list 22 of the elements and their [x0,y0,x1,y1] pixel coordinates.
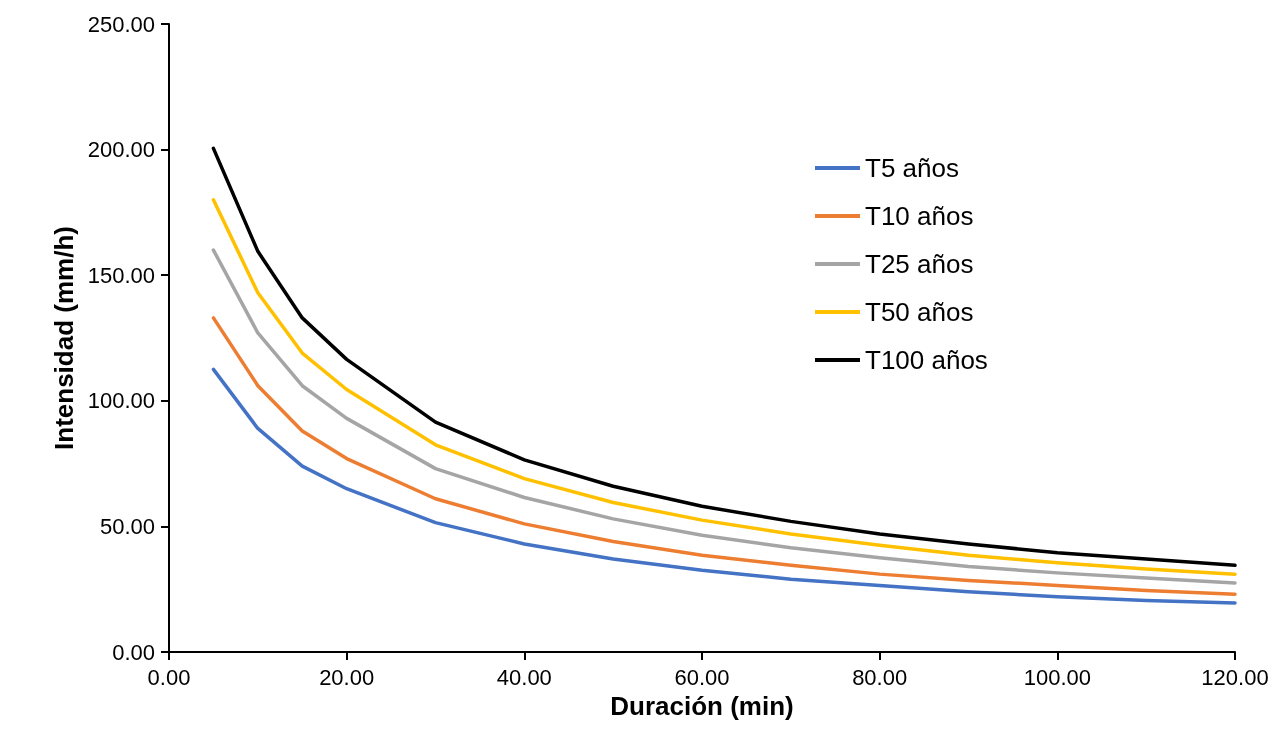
y-tick-label: 150.00 [87,262,155,288]
x-tick-label: 80.00 [852,664,908,690]
y-tick-label: 250.00 [87,11,155,37]
y-tick-label: 0.00 [112,639,155,665]
x-tick-label: 0.00 [147,664,191,690]
legend-label: T5 años [865,153,959,183]
legend-label: T10 años [865,201,974,231]
x-tick-label: 100.00 [1023,664,1091,690]
y-tick-label: 200.00 [87,137,155,163]
y-tick-label: 50.00 [99,513,155,539]
legend-label: T100 años [865,345,988,375]
y-tick-label: 100.00 [87,388,155,414]
x-tick-label: 60.00 [674,664,730,690]
x-tick-label: 20.00 [319,664,375,690]
legend-label: T50 años [865,297,974,327]
y-axis-title: Intensidad (mm/h) [48,226,79,450]
legend-label: T25 años [865,249,974,279]
line-series [211,248,1237,585]
x-tick-label: 120.00 [1201,664,1269,690]
line-series [211,367,1237,605]
x-axis-title: Duración (min) [610,690,794,721]
x-tick-label: 40.00 [496,664,552,690]
